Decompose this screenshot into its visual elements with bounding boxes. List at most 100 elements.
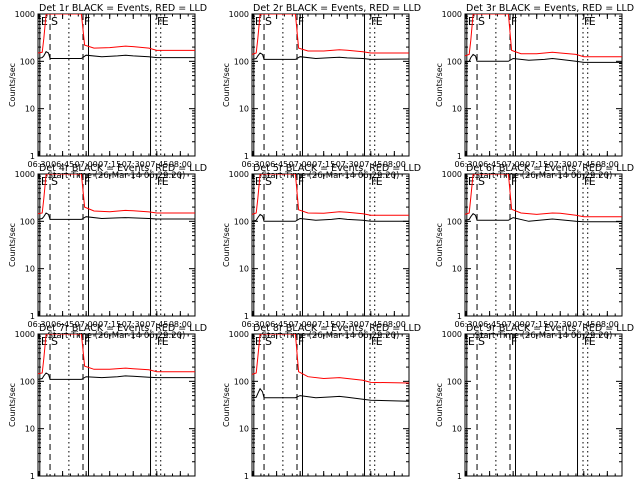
- x-tick-label: 06:30: [28, 320, 51, 329]
- time-marker-label: F: [371, 175, 377, 188]
- x-tick-label: 06:30: [455, 320, 478, 329]
- time-marker-label: F: [371, 15, 377, 28]
- time-marker-label: E: [255, 335, 262, 348]
- time-marker-label: E: [468, 335, 475, 348]
- time-marker-label: E: [162, 15, 169, 28]
- x-tick-label: 06:45: [478, 320, 501, 329]
- x-tick-label: 08:00: [596, 160, 619, 169]
- y-tick-label: 1000: [229, 10, 249, 19]
- time-marker-label: F: [84, 335, 90, 348]
- time-marker-label: E: [41, 335, 48, 348]
- y-axis-label: Counts/sec: [8, 383, 17, 427]
- time-marker-label: E: [376, 175, 383, 188]
- x-tick-label: 08:00: [383, 320, 406, 329]
- y-tick-label: 1000: [15, 170, 35, 179]
- time-marker-label: E: [468, 175, 475, 188]
- y-tick-label: 100: [447, 377, 462, 386]
- time-marker-label: F: [584, 175, 590, 188]
- y-tick-label: 10: [239, 265, 249, 274]
- x-tick-label: 08:00: [383, 160, 406, 169]
- time-marker-label: S: [478, 175, 485, 188]
- time-marker-label: F: [511, 175, 517, 188]
- y-tick-label: 1: [30, 312, 35, 321]
- y-tick-label: 1: [30, 152, 35, 161]
- y-tick-label: 1000: [442, 10, 462, 19]
- x-axis-label: Start Time (26-Mar-14 06:29:20): [48, 171, 186, 181]
- time-marker-label: E: [41, 175, 48, 188]
- lld-series-line: [38, 174, 195, 215]
- chart-title: Det 1r BLACK = Events, RED = LLD: [39, 3, 207, 14]
- events-series-line: [465, 53, 622, 63]
- y-axis-label: Counts/sec: [435, 383, 444, 427]
- time-marker-label: S: [478, 335, 485, 348]
- chart-title: Det 7r BLACK = Events, RED = LLD: [39, 323, 207, 334]
- y-tick-label: 1: [457, 152, 462, 161]
- y-tick-label: 10: [452, 425, 462, 434]
- time-marker-label: F: [298, 15, 304, 28]
- plot-frame: [464, 333, 623, 477]
- y-axis-label: Counts/sec: [8, 63, 17, 107]
- x-tick-label: 07:45: [572, 320, 595, 329]
- y-tick-label: 1: [457, 472, 462, 480]
- y-tick-label: 10: [239, 425, 249, 434]
- x-tick-label: 07:00: [75, 160, 98, 169]
- y-axis-label: Counts/sec: [435, 63, 444, 107]
- x-tick-label: 07:15: [98, 160, 121, 169]
- y-tick-label: 1: [244, 312, 249, 321]
- time-marker-label: F: [298, 335, 304, 348]
- y-tick-label: 100: [447, 217, 462, 226]
- time-marker-label: E: [255, 175, 262, 188]
- chart-panel: Det 8r BLACK = Events, RED = LLD 1 10 100 10…: [222, 323, 421, 480]
- y-tick-label: 1: [244, 472, 249, 480]
- time-marker-label: E: [376, 335, 383, 348]
- x-tick-label: 07:30: [549, 160, 572, 169]
- events-series-line: [252, 52, 409, 60]
- lld-series-line: [465, 14, 622, 58]
- events-series-line: [252, 213, 409, 222]
- time-marker-label: F: [84, 175, 90, 188]
- y-axis-label: Counts/sec: [435, 223, 444, 267]
- y-axis-label: Counts/sec: [222, 63, 231, 107]
- x-tick-label: 07:30: [122, 320, 145, 329]
- events-series-line: [465, 213, 622, 223]
- chart-title: Det 9r BLACK = Events, RED = LLD: [466, 323, 634, 334]
- x-tick-label: 07:45: [145, 160, 168, 169]
- x-tick-label: 07:45: [359, 160, 382, 169]
- x-axis-label: Start Time (26-Mar-14 06:29:20): [48, 331, 186, 341]
- time-marker-label: F: [157, 335, 163, 348]
- y-tick-label: 100: [234, 217, 249, 226]
- x-tick-label: 07:00: [75, 320, 98, 329]
- y-tick-label: 1000: [15, 10, 35, 19]
- x-tick-label: 06:30: [242, 320, 265, 329]
- x-tick-label: 06:30: [242, 160, 265, 169]
- events-series-line: [38, 212, 195, 220]
- x-tick-label: 06:45: [265, 160, 288, 169]
- y-tick-label: 10: [452, 105, 462, 114]
- chart-title: Det 3r BLACK = Events, RED = LLD: [466, 3, 634, 14]
- chart-title: Det 6r BLACK = Events, RED = LLD: [466, 163, 634, 174]
- x-tick-label: 07:00: [289, 320, 312, 329]
- time-marker-label: F: [511, 15, 517, 28]
- lld-series-line: [252, 14, 409, 55]
- y-tick-label: 1: [244, 152, 249, 161]
- plot-frame: [251, 13, 410, 157]
- chart-panel: Det 1r BLACK = Events, RED = LLD 1 10 100 10…: [8, 3, 207, 181]
- y-axis-label: Counts/sec: [8, 223, 17, 267]
- x-tick-label: 06:30: [28, 160, 51, 169]
- time-marker-label: F: [298, 175, 304, 188]
- x-tick-label: 07:45: [572, 160, 595, 169]
- plot-frame: [464, 173, 623, 317]
- time-marker-label: F: [584, 335, 590, 348]
- time-marker-label: E: [376, 15, 383, 28]
- time-marker-label: F: [84, 15, 90, 28]
- y-tick-label: 100: [234, 57, 249, 66]
- time-marker-label: E: [41, 15, 48, 28]
- x-tick-label: 06:45: [478, 160, 501, 169]
- y-tick-label: 100: [20, 377, 35, 386]
- y-tick-label: 10: [25, 425, 35, 434]
- plot-frame: [251, 333, 410, 477]
- time-marker-label: E: [589, 15, 596, 28]
- plot-frame: [37, 173, 196, 317]
- y-tick-label: 10: [25, 265, 35, 274]
- x-tick-label: 07:15: [525, 320, 548, 329]
